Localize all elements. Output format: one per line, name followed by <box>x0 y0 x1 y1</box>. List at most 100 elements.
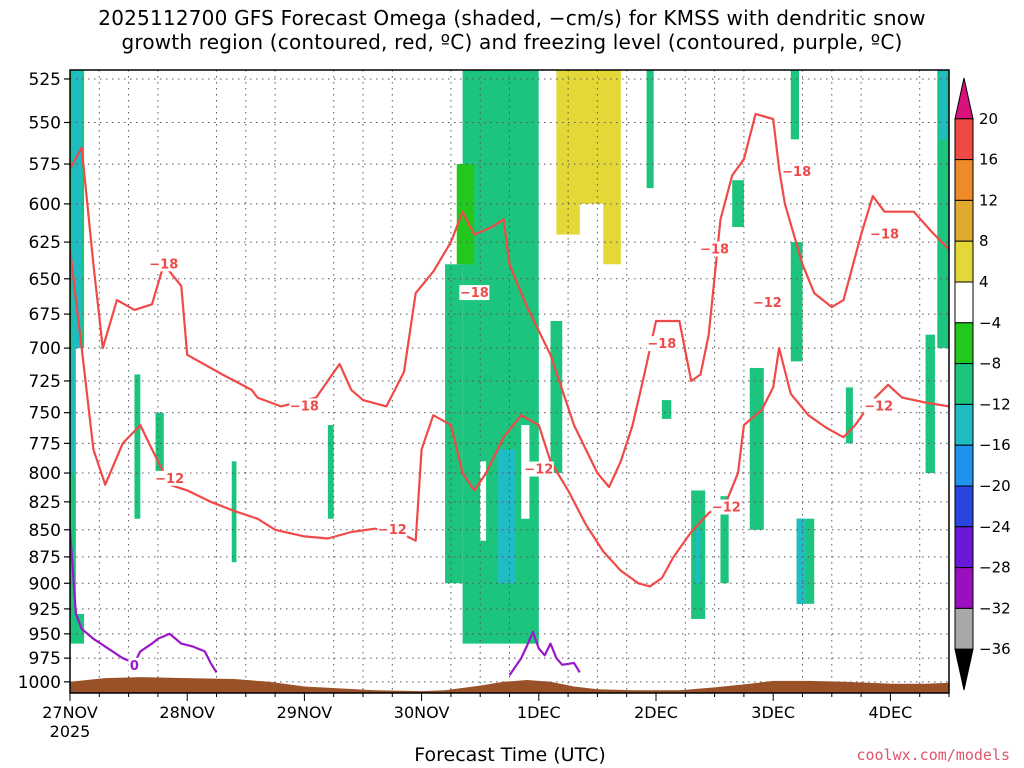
snow-growth-label: −18 <box>647 337 676 352</box>
snow-growth-label: −18 <box>870 228 899 243</box>
x-tick-label-30nov: 30NOV <box>394 703 450 722</box>
colorbar-label-8: 8 <box>979 232 989 250</box>
y-tick-label-600: 600 <box>29 195 61 215</box>
x-tick-label-2dec: 2DEC <box>634 703 678 722</box>
colorbar-cell <box>954 526 974 569</box>
contour-label-bg <box>646 336 677 352</box>
contour-label-bg <box>752 294 783 310</box>
colorbar: 20 16 12 8 4 −4 −8 −12 −16 −20 −24 −28 −32 −36 <box>954 77 1011 691</box>
contour-label-bg <box>781 164 812 180</box>
omega-shade-37 <box>937 70 949 349</box>
omega-shade-28 <box>743 374 753 563</box>
omega-shade-8 <box>374 449 410 530</box>
contour-label-bg <box>711 499 742 515</box>
snow-growth-label: −18 <box>460 286 489 301</box>
contour-layer: −18 −18 −18 −18 −18 −18 −18 −12 −12 −12 −12 −12 −12 0 <box>70 112 949 676</box>
colorbar-bottom-triangle <box>954 648 974 691</box>
colorbar-label-m32: −32 <box>979 599 1011 617</box>
omega-shade-22 <box>677 341 683 362</box>
omega-shade-30 <box>749 70 756 97</box>
x-tick-label-3dec: 3DEC <box>751 703 795 722</box>
colorbar-label-m36: −36 <box>979 640 1011 658</box>
colorbar-label-m16: −16 <box>979 436 1011 454</box>
omega-shade-20 <box>579 203 604 349</box>
x-tick-label-27nov: 27NOV <box>42 703 98 722</box>
omega-shade-32 <box>790 242 803 362</box>
colorbar-top-triangle <box>954 77 974 120</box>
colorbar-cell <box>954 118 974 161</box>
omega-shade-27 <box>732 180 744 227</box>
y-tick-label-625: 625 <box>29 233 61 253</box>
x-tick-label-4dec: 4DEC <box>869 703 913 722</box>
x-tick-label-29nov: 29NOV <box>277 703 333 722</box>
x-axis-label: Forecast Time (UTC) <box>414 744 606 766</box>
colorbar-label-16: 16 <box>979 151 998 169</box>
y-tick-label-800: 800 <box>29 464 61 484</box>
y-tick-label-775: 775 <box>29 434 61 454</box>
omega-shade-47 <box>327 425 334 519</box>
colorbar-cell <box>954 199 974 242</box>
y-tick-label-925: 925 <box>29 600 61 620</box>
omega-shade-26 <box>720 496 729 584</box>
colorbar-cell <box>954 240 974 283</box>
colorbar-label-m20: −20 <box>979 477 1011 495</box>
y-tick-label-750: 750 <box>29 404 61 424</box>
contour-label-bg <box>377 521 408 537</box>
x-tick-sublabel: 2025 <box>50 722 91 741</box>
colorbar-label-m28: −28 <box>979 559 1011 577</box>
terrain-fill <box>70 677 949 693</box>
freezing-label: 0 <box>130 659 139 674</box>
omega-shade-7 <box>339 70 428 450</box>
contour-label-bg <box>459 285 490 301</box>
omega-shade-11 <box>497 449 516 584</box>
colorbar-cell <box>954 159 974 201</box>
contour-label-bg <box>699 241 730 257</box>
snow-growth-label: −18 <box>290 399 319 414</box>
omega-shade-29 <box>749 367 764 530</box>
colorbar-cell <box>954 281 974 324</box>
omega-shade-13 <box>480 461 487 541</box>
omega-shade-43 <box>75 348 96 614</box>
colorbar-label-m12: −12 <box>979 395 1011 413</box>
omega-shade-38 <box>939 70 947 140</box>
y-tick-label-900: 900 <box>29 574 61 594</box>
contour-label-bg <box>863 398 894 414</box>
omega-shade-10 <box>445 264 463 584</box>
credit-link[interactable]: coolwx.com/models <box>856 746 1010 764</box>
colorbar-cell <box>954 567 974 609</box>
x-tick-label-28nov: 28NOV <box>159 703 215 722</box>
omega-shade-34 <box>796 518 807 604</box>
colorbar-label-m4: −4 <box>979 314 1001 332</box>
snow-growth-label: −18 <box>149 257 178 272</box>
terrain-layer <box>70 677 949 693</box>
omega-shade-45 <box>155 412 164 474</box>
snow-growth-contour-m12 <box>70 249 949 588</box>
snow-growth-contour-m18 <box>70 112 949 489</box>
omega-shade-14 <box>550 278 563 474</box>
omega-shade-31 <box>790 70 799 140</box>
snow-growth-label: −12 <box>155 472 184 487</box>
snow-growth-label: −12 <box>378 523 407 538</box>
contour-label-bg <box>523 461 554 477</box>
colorbar-label-4: 4 <box>979 273 989 291</box>
omega-shade-36 <box>855 70 865 204</box>
contour-label-bg <box>289 398 320 414</box>
omega-shade-21 <box>646 70 654 189</box>
colorbar-cell <box>954 322 974 365</box>
y-tick-label-975: 975 <box>29 649 61 669</box>
colorbar-cell <box>954 363 974 405</box>
y-tick-label-950: 950 <box>29 625 61 645</box>
colorbar-label-12: 12 <box>979 191 998 209</box>
snow-growth-label: −12 <box>712 501 741 516</box>
y-tick-label-700: 700 <box>29 339 61 359</box>
freezing-contour-0 <box>70 529 218 673</box>
contour-label-bg <box>869 226 900 242</box>
freezing-contour-1 <box>508 630 581 676</box>
snow-growth-label: −18 <box>700 243 729 258</box>
x-tick-label-1dec: 1DEC <box>517 703 561 722</box>
colorbar-cell <box>954 444 974 487</box>
y-tick-label-525: 525 <box>29 70 61 90</box>
y-tick-label-825: 825 <box>29 493 61 513</box>
colorbar-cell <box>954 403 974 446</box>
